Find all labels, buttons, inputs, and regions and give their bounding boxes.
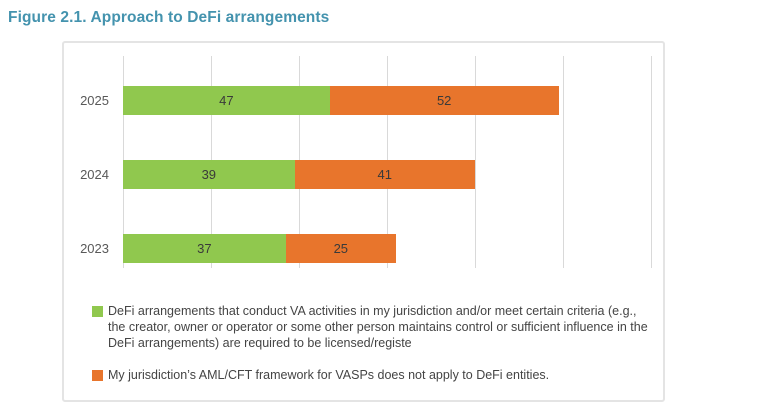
bar-segment-series1-2025: 47 — [123, 86, 330, 115]
legend-label-2: My jurisdiction’s AML/CFT framework for … — [108, 367, 550, 382]
bar-row-2025: 2025 47 52 — [64, 86, 663, 115]
gridline-x-120 — [651, 56, 652, 268]
bar-row-2024: 2024 39 41 — [64, 160, 663, 189]
bar-track: 47 52 — [123, 86, 559, 115]
category-label-2025: 2025 — [80, 93, 109, 108]
legend-label-1: DeFi arrangements that conduct VA activi… — [108, 304, 648, 351]
bar-row-2023: 2023 37 25 — [64, 234, 663, 263]
bar-segment-series1-2023: 37 — [123, 234, 286, 263]
chart-container: DeFi arrangements that conduct VA activi… — [62, 41, 665, 402]
category-label-2024: 2024 — [80, 167, 109, 182]
gridline-x-80 — [475, 56, 476, 268]
bar-track: 37 25 — [123, 234, 396, 263]
gridline-x-100 — [563, 56, 564, 268]
bar-segment-series2-2023: 25 — [285, 234, 396, 263]
legend-swatch-icon — [92, 306, 103, 317]
chart-legend: DeFi arrangements that conduct VA activi… — [92, 303, 652, 398]
legend-item-1: DeFi arrangements that conduct VA activi… — [92, 303, 652, 352]
legend-swatch-icon — [92, 369, 103, 381]
bar-segment-series2-2025: 52 — [329, 86, 559, 115]
bar-segment-series2-2024: 41 — [294, 160, 475, 189]
bar-segment-series1-2024: 39 — [123, 160, 295, 189]
figure-title: Figure 2.1. Approach to DeFi arrangement… — [8, 9, 330, 26]
bar-track: 39 41 — [123, 160, 475, 189]
legend-item-2: My jurisdiction’s AML/CFT framework for … — [92, 367, 652, 383]
category-label-2023: 2023 — [80, 241, 109, 256]
